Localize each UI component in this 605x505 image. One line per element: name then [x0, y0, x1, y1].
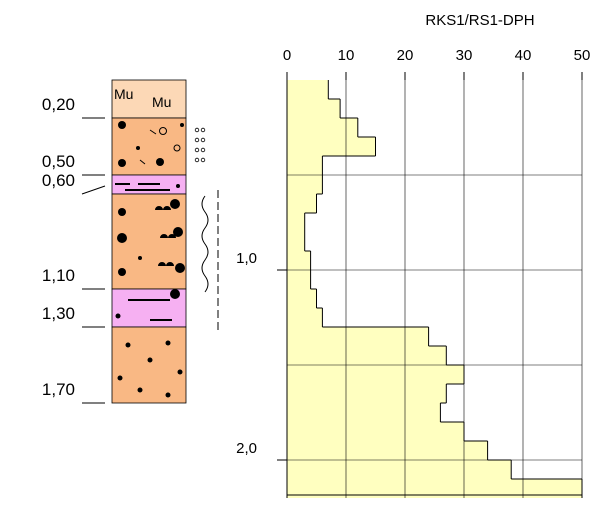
depth-label: 0,20 [42, 95, 75, 114]
soil-layer [111, 326, 187, 404]
step-bar [287, 232, 305, 251]
step-bar [287, 194, 317, 213]
x-tick-label: 10 [338, 47, 355, 64]
chart-title: RKS1/RS1-DPH [425, 12, 534, 29]
step-bar [287, 289, 317, 308]
step-bar [287, 80, 329, 99]
step-bar [287, 156, 323, 175]
x-tick-label: 30 [456, 47, 473, 64]
background-layer [111, 79, 582, 498]
marks-layer: 0 10 20 30 40 50 1,0 2,0 0,20 Mu Mu 0,500,60 1,10 1,3… [42, 47, 590, 498]
step-bar [287, 175, 323, 194]
step-bar [287, 346, 447, 365]
depth-label: 1,30 [42, 304, 75, 323]
step-bar [287, 118, 358, 137]
depth-label: 0,50 [42, 152, 75, 171]
depth-label: 1,70 [42, 380, 75, 399]
soil-label: Mu [114, 86, 133, 102]
step-bar [287, 137, 376, 156]
step-bar [287, 384, 447, 403]
x-tick-label: 0 [283, 47, 291, 64]
depth-label: 0,60 [42, 171, 75, 190]
soil-label: Mu [152, 94, 171, 110]
step-bar [287, 308, 323, 327]
step-bar [287, 365, 464, 384]
step-bar [287, 441, 488, 460]
step-bar [287, 327, 429, 346]
x-tick-label: 20 [397, 47, 414, 64]
step-bar [287, 213, 305, 232]
x-tick-label: 40 [515, 47, 532, 64]
depth-label: 1,10 [42, 266, 75, 285]
depth-line [81, 185, 106, 195]
step-bar [287, 99, 341, 118]
step-bar [287, 403, 441, 422]
step-bar [287, 422, 464, 441]
y-tick-label: 2,0 [236, 440, 257, 457]
step-bar [287, 479, 582, 498]
step-bar [287, 270, 311, 289]
y-tick-label: 1,0 [236, 250, 257, 267]
step-bar [287, 460, 512, 479]
step-bar [287, 251, 311, 270]
log-decoration [115, 121, 219, 398]
soil-layer [111, 79, 187, 119]
x-tick-label: 50 [574, 47, 591, 64]
